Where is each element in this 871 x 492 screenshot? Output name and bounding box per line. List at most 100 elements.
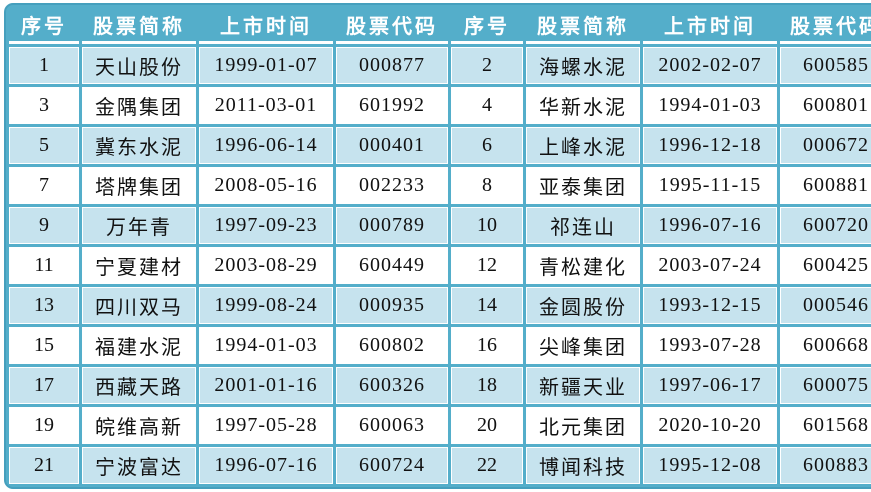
cell-name: 亚泰集团 (526, 167, 640, 204)
cell-code: 600881 (780, 167, 871, 204)
cell-name: 冀东水泥 (82, 127, 196, 164)
cell-code: 600883 (780, 447, 871, 484)
cell-name: 尖峰集团 (526, 327, 640, 364)
cell-name: 北元集团 (526, 407, 640, 444)
cell-date: 1997-09-23 (199, 207, 333, 244)
cell-code: 600801 (780, 87, 871, 124)
cell-name: 万年青 (82, 207, 196, 244)
cell-seq: 11 (9, 247, 79, 284)
table-row: 19 皖维高新 1997-05-28 600063 20 北元集团 2020-10-20 60… (9, 407, 871, 444)
cell-seq: 17 (9, 367, 79, 404)
cell-seq: 6 (451, 127, 523, 164)
cell-date: 1997-06-17 (643, 367, 777, 404)
cell-seq: 4 (451, 87, 523, 124)
cell-date: 1995-11-15 (643, 167, 777, 204)
stock-table: 序号股票简称上市时间股票代码序号股票简称上市时间股票代码 1天山股份1999-0… (4, 3, 871, 489)
cell-seq: 7 (9, 167, 79, 204)
table-row: 21 宁波富达 1996-07-16 600724 22 博闻科技 1995-12-08 60… (9, 447, 871, 484)
column-header-code-right: 股票代码 (780, 8, 871, 44)
cell-date: 1999-08-24 (199, 287, 333, 324)
cell-name: 新疆天业 (526, 367, 640, 404)
cell-name: 上峰水泥 (526, 127, 640, 164)
cell-name: 博闻科技 (526, 447, 640, 484)
cell-code: 000546 (780, 287, 871, 324)
cell-date: 2001-01-16 (199, 367, 333, 404)
cell-name: 宁夏建材 (82, 247, 196, 284)
cell-seq: 1 (9, 47, 79, 84)
cell-seq: 15 (9, 327, 79, 364)
column-header-name-left: 股票简称 (82, 8, 196, 44)
cell-code: 600425 (780, 247, 871, 284)
cell-date: 2008-05-16 (199, 167, 333, 204)
cell-code: 000935 (336, 287, 448, 324)
table-row: 9 万年青 1997-09-23 000789 10 祁连山 1996-07-16 60072… (9, 207, 871, 244)
cell-code: 600668 (780, 327, 871, 364)
cell-code: 000672 (780, 127, 871, 164)
cell-date: 1994-01-03 (199, 327, 333, 364)
cell-seq: 21 (9, 447, 79, 484)
table-row: 15 福建水泥 1994-01-03 600802 16 尖峰集团 1993-07-28 60… (9, 327, 871, 364)
cell-code: 601568 (780, 407, 871, 444)
cell-code: 600720 (780, 207, 871, 244)
cell-seq: 19 (9, 407, 79, 444)
table-row: 1 天山股份 1999-01-07 000877 2 海螺水泥 2002-02-07 6005… (9, 47, 871, 84)
cell-seq: 14 (451, 287, 523, 324)
table-row: 3 金隅集团 2011-03-01 601992 4 华新水泥 1994-01-03 6008… (9, 87, 871, 124)
cell-date: 1994-01-03 (643, 87, 777, 124)
cell-date: 1995-12-08 (643, 447, 777, 484)
table-row: 13 四川双马 1999-08-24 000935 14 金圆股份 1993-12-15 00… (9, 287, 871, 324)
table-row: 7 塔牌集团 2008-05-16 002233 8 亚泰集团 1995-11-15 6008… (9, 167, 871, 204)
cell-seq: 22 (451, 447, 523, 484)
column-header-date-left: 上市时间 (199, 8, 333, 44)
column-header-name-right: 股票简称 (526, 8, 640, 44)
table-row: 17 西藏天路 2001-01-16 600326 18 新疆天业 1997-06-17 60… (9, 367, 871, 404)
cell-name: 青松建化 (526, 247, 640, 284)
cell-name: 四川双马 (82, 287, 196, 324)
column-header-date-right: 上市时间 (643, 8, 777, 44)
cell-date: 1996-07-16 (643, 207, 777, 244)
cell-date: 1996-06-14 (199, 127, 333, 164)
cell-code: 000789 (336, 207, 448, 244)
cell-name: 宁波富达 (82, 447, 196, 484)
cell-code: 002233 (336, 167, 448, 204)
cell-date: 2020-10-20 (643, 407, 777, 444)
table-row: 11 宁夏建材 2003-08-29 600449 12 青松建化 2003-07-24 60… (9, 247, 871, 284)
cell-code: 601992 (336, 87, 448, 124)
cell-date: 2003-07-24 (643, 247, 777, 284)
cell-name: 海螺水泥 (526, 47, 640, 84)
column-header-code-left: 股票代码 (336, 8, 448, 44)
cell-seq: 13 (9, 287, 79, 324)
cell-code: 600585 (780, 47, 871, 84)
cell-code: 000877 (336, 47, 448, 84)
cell-seq: 10 (451, 207, 523, 244)
cell-date: 1996-12-18 (643, 127, 777, 164)
cell-code: 600802 (336, 327, 448, 364)
cell-date: 1993-12-15 (643, 287, 777, 324)
cell-name: 皖维高新 (82, 407, 196, 444)
cell-seq: 20 (451, 407, 523, 444)
column-header-seq-right: 序号 (451, 8, 523, 44)
cell-seq: 18 (451, 367, 523, 404)
cell-code: 600326 (336, 367, 448, 404)
cell-date: 2002-02-07 (643, 47, 777, 84)
column-header-seq-left: 序号 (9, 8, 79, 44)
cell-date: 2011-03-01 (199, 87, 333, 124)
cell-date: 1996-07-16 (199, 447, 333, 484)
cell-code: 600063 (336, 407, 448, 444)
cell-name: 金圆股份 (526, 287, 640, 324)
cell-code: 600075 (780, 367, 871, 404)
cell-name: 西藏天路 (82, 367, 196, 404)
cell-date: 1999-01-07 (199, 47, 333, 84)
cell-seq: 2 (451, 47, 523, 84)
table-body: 1 天山股份 1999-01-07 000877 2 海螺水泥 2002-02-07 6005… (9, 47, 871, 484)
cell-code: 000401 (336, 127, 448, 164)
cell-seq: 5 (9, 127, 79, 164)
cell-date: 1997-05-28 (199, 407, 333, 444)
cell-date: 1993-07-28 (643, 327, 777, 364)
cell-name: 金隅集团 (82, 87, 196, 124)
cell-seq: 16 (451, 327, 523, 364)
cell-name: 福建水泥 (82, 327, 196, 364)
cell-code: 600449 (336, 247, 448, 284)
header-row: 序号股票简称上市时间股票代码序号股票简称上市时间股票代码 (9, 8, 871, 44)
